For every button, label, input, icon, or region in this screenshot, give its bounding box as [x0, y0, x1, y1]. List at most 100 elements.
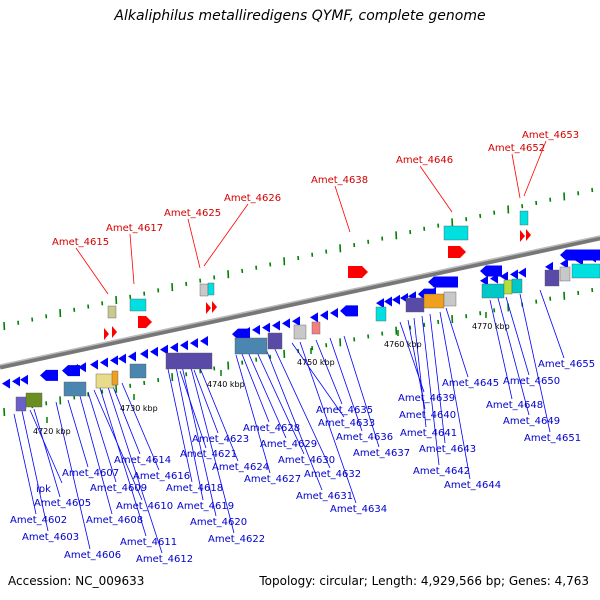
feature-box-khaki	[95, 373, 115, 389]
blue-leader-line	[445, 307, 469, 378]
feature-box-grey	[293, 324, 307, 340]
blue-leader-line	[439, 311, 471, 480]
forward-gene-arrow	[520, 230, 525, 242]
feature-box-cyan	[207, 282, 215, 296]
blue-leader-line	[241, 353, 270, 423]
blue-leader-line	[247, 351, 287, 439]
reverse-gene-label: Amet_4643	[419, 444, 476, 455]
feature-box-purple	[165, 352, 213, 370]
red-leader-line	[334, 185, 351, 233]
forward-gene-arrow	[104, 328, 109, 340]
reverse-gene-label: Amet_4602	[10, 515, 67, 526]
reverse-gene-label: Amet_4631	[296, 491, 353, 502]
scale-label: 4740 kbp	[207, 380, 245, 389]
red-leader-line	[75, 247, 109, 295]
reverse-gene-arrow	[320, 310, 328, 321]
forward-gene-arrow	[206, 302, 211, 314]
blue-leader-line	[107, 386, 163, 554]
reverse-gene-arrow	[190, 338, 198, 349]
genome-backbone	[0, 235, 600, 370]
reverse-gene-label: Amet_4627	[244, 474, 301, 485]
feature-box-orange	[111, 370, 119, 386]
forward-gene-label: Amet_4626	[224, 193, 281, 204]
reverse-gene-arrow	[180, 340, 188, 351]
feature-box-grey	[559, 266, 571, 282]
feature-box-purple	[267, 332, 283, 350]
reverse-gene-label: ipk	[36, 484, 51, 495]
feature-box-grey	[443, 291, 457, 307]
scale-label: 4760 kbp	[384, 340, 422, 349]
reverse-gene-arrow	[292, 316, 300, 327]
reverse-gene-arrow	[500, 271, 508, 282]
reverse-gene-label: Amet_4620	[190, 517, 247, 528]
reverse-gene-label: Amet_4623	[192, 434, 249, 445]
reverse-gene-arrow	[272, 320, 280, 331]
reverse-gene-arrow	[128, 351, 136, 362]
feature-box-purple	[15, 396, 27, 412]
feature-box-orange	[423, 293, 445, 309]
reverse-gene-arrow	[160, 344, 168, 355]
reverse-gene-arrow	[242, 326, 250, 337]
reverse-gene-label: Amet_4648	[486, 400, 543, 411]
forward-gene-arrow	[112, 326, 117, 338]
forward-gene-label: Amet_4615	[52, 237, 109, 248]
reverse-gene-arrow	[170, 342, 178, 353]
feature-box-purple	[544, 269, 560, 287]
reverse-gene-label: Amet_4621	[180, 449, 237, 460]
reverse-gene-label: Amet_4611	[120, 537, 177, 548]
reverse-gene-block	[40, 369, 58, 381]
blue-leader-line	[291, 342, 345, 418]
reverse-gene-label: Amet_4605	[34, 498, 91, 509]
reverse-gene-arrow	[376, 298, 384, 309]
forward-gene-arrow	[526, 229, 531, 241]
forward-gene-label: Amet_4625	[164, 208, 221, 219]
blue-leader-line	[413, 317, 427, 428]
feature-box-cyan	[511, 278, 523, 294]
blue-leader-line	[265, 348, 323, 491]
blue-leader-line	[167, 368, 193, 483]
reverse-gene-label: Amet_4606	[64, 550, 121, 561]
reverse-gene-label: Amet_4636	[336, 432, 393, 443]
feature-box-purple	[405, 297, 425, 313]
feature-box-cyan	[443, 225, 469, 241]
red-leader-line	[129, 233, 135, 285]
reverse-gene-arrow	[200, 336, 208, 346]
blue-leader-line	[255, 349, 305, 455]
forward-gene-label: Amet_4652	[488, 143, 545, 154]
reverse-gene-label: Amet_4645	[442, 378, 499, 389]
blue-leader-line	[175, 366, 204, 501]
blue-leader-line	[193, 369, 219, 434]
feature-box-lime	[503, 279, 513, 295]
reverse-gene-arrow	[518, 267, 526, 278]
blue-leader-line	[199, 367, 239, 462]
reverse-gene-label: Amet_4612	[136, 554, 193, 565]
reverse-gene-arrow	[330, 308, 338, 319]
reverse-gene-label: Amet_4618	[166, 483, 223, 494]
reverse-gene-label: Amet_4609	[90, 483, 147, 494]
blue-leader-line	[179, 370, 207, 449]
feature-box-cyan	[519, 210, 529, 226]
reverse-gene-arrow	[252, 324, 260, 335]
blue-leader-line	[273, 346, 331, 469]
forward-gene-block	[348, 266, 368, 278]
blue-leader-line	[539, 289, 565, 359]
blue-leader-line	[505, 296, 530, 376]
blue-leader-line	[189, 363, 235, 534]
reverse-gene-label: Amet_4635	[316, 405, 373, 416]
reverse-gene-label: Amet_4610	[116, 501, 173, 512]
blue-leader-line	[33, 408, 61, 498]
reverse-gene-arrow	[110, 355, 118, 366]
forward-gene-arrow	[212, 301, 217, 313]
reverse-gene-label: Amet_4630	[278, 455, 335, 466]
blue-leader-line	[429, 313, 446, 444]
red-leader-line	[419, 165, 453, 213]
genome-backbone-highlight	[0, 235, 600, 366]
reverse-gene-arrow	[545, 261, 553, 272]
reverse-gene-block	[428, 276, 458, 288]
reverse-gene-arrow	[262, 322, 270, 333]
reverse-gene-label: Amet_4603	[22, 532, 79, 543]
feature-box-grey	[199, 283, 209, 297]
forward-gene-block	[448, 246, 466, 258]
reverse-gene-arrow	[100, 357, 108, 368]
reverse-gene-label: Amet_4633	[318, 418, 375, 429]
